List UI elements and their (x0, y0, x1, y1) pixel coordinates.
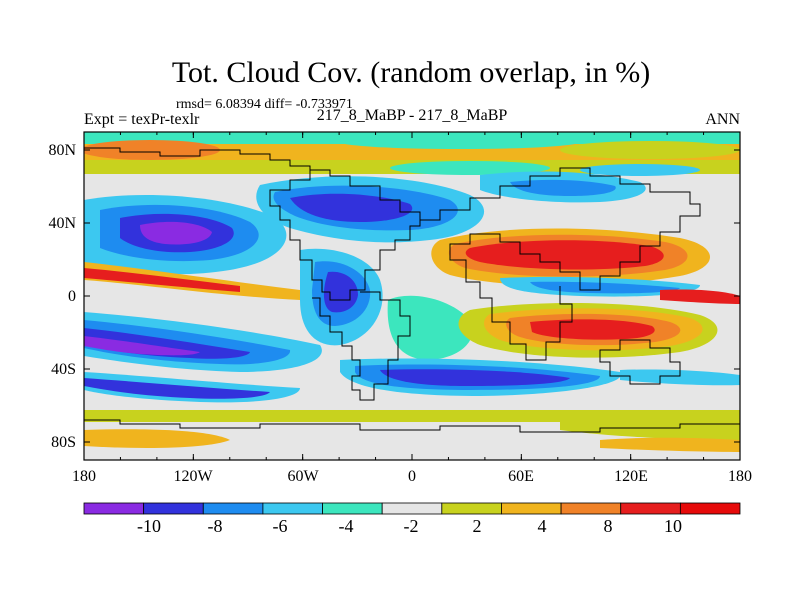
lon-tick-label: 180 (72, 468, 96, 485)
colorbar-box (381, 502, 443, 515)
colorbar-box (441, 502, 502, 515)
colorbar-label: -2 (404, 516, 419, 536)
lon-tick-label: 120W (173, 468, 213, 485)
coastlines (84, 147, 740, 433)
colorbar-label: -6 (273, 516, 288, 536)
lat-tick-label: 40S (51, 361, 76, 378)
colorbar-box (262, 502, 323, 515)
longitude-axis: 180 120W 60W 0 60E 120E 180 (72, 468, 752, 485)
colorbar-box (83, 502, 145, 515)
colorbar-box (143, 502, 204, 515)
season-label: ANN (705, 111, 740, 128)
colorbar-box (202, 502, 264, 515)
lat-tick-label: 40N (48, 215, 76, 232)
colorbar-label: 8 (604, 516, 613, 536)
figure-title: Tot. Cloud Cov. (random overlap, in %) (172, 56, 650, 89)
colorbar: -10 -8 -6 -4 -2 2 4 8 10 (83, 502, 741, 536)
lat-tick-label: 80N (48, 142, 76, 159)
axis-ticks (83, 132, 741, 460)
colorbar-box (322, 502, 383, 515)
lon-tick-label: 120E (614, 468, 648, 485)
lat-tick-label: 0 (68, 288, 76, 305)
lat-tick-label: 80S (51, 434, 76, 451)
colorbar-label: 2 (473, 516, 482, 536)
colorbar-boxes (83, 502, 741, 515)
latitude-axis: 80N 40N 0 40S 80S (48, 142, 76, 451)
colorbar-box (560, 502, 622, 515)
colorbar-box (501, 502, 562, 515)
lon-tick-label: 60E (508, 468, 534, 485)
stats-label: rmsd= 6.08394 diff= -0.733971 (176, 97, 353, 112)
lon-tick-label: 0 (408, 468, 416, 485)
experiment-label: Expt = texPr-texlr (84, 111, 200, 128)
colorbar-label: -10 (137, 516, 161, 536)
lon-tick-label: 180 (728, 468, 752, 485)
colorbar-label: 4 (538, 516, 547, 536)
lon-tick-label: 60W (287, 468, 319, 485)
map-panel (83, 131, 741, 461)
colorbar-box (620, 502, 681, 515)
colorbar-label: -8 (208, 516, 223, 536)
colorbar-box (679, 502, 741, 515)
colorbar-label: -4 (339, 516, 354, 536)
colorbar-label: 10 (664, 516, 682, 536)
case-label: 217_8_MaBP - 217_8_MaBP (317, 107, 508, 124)
